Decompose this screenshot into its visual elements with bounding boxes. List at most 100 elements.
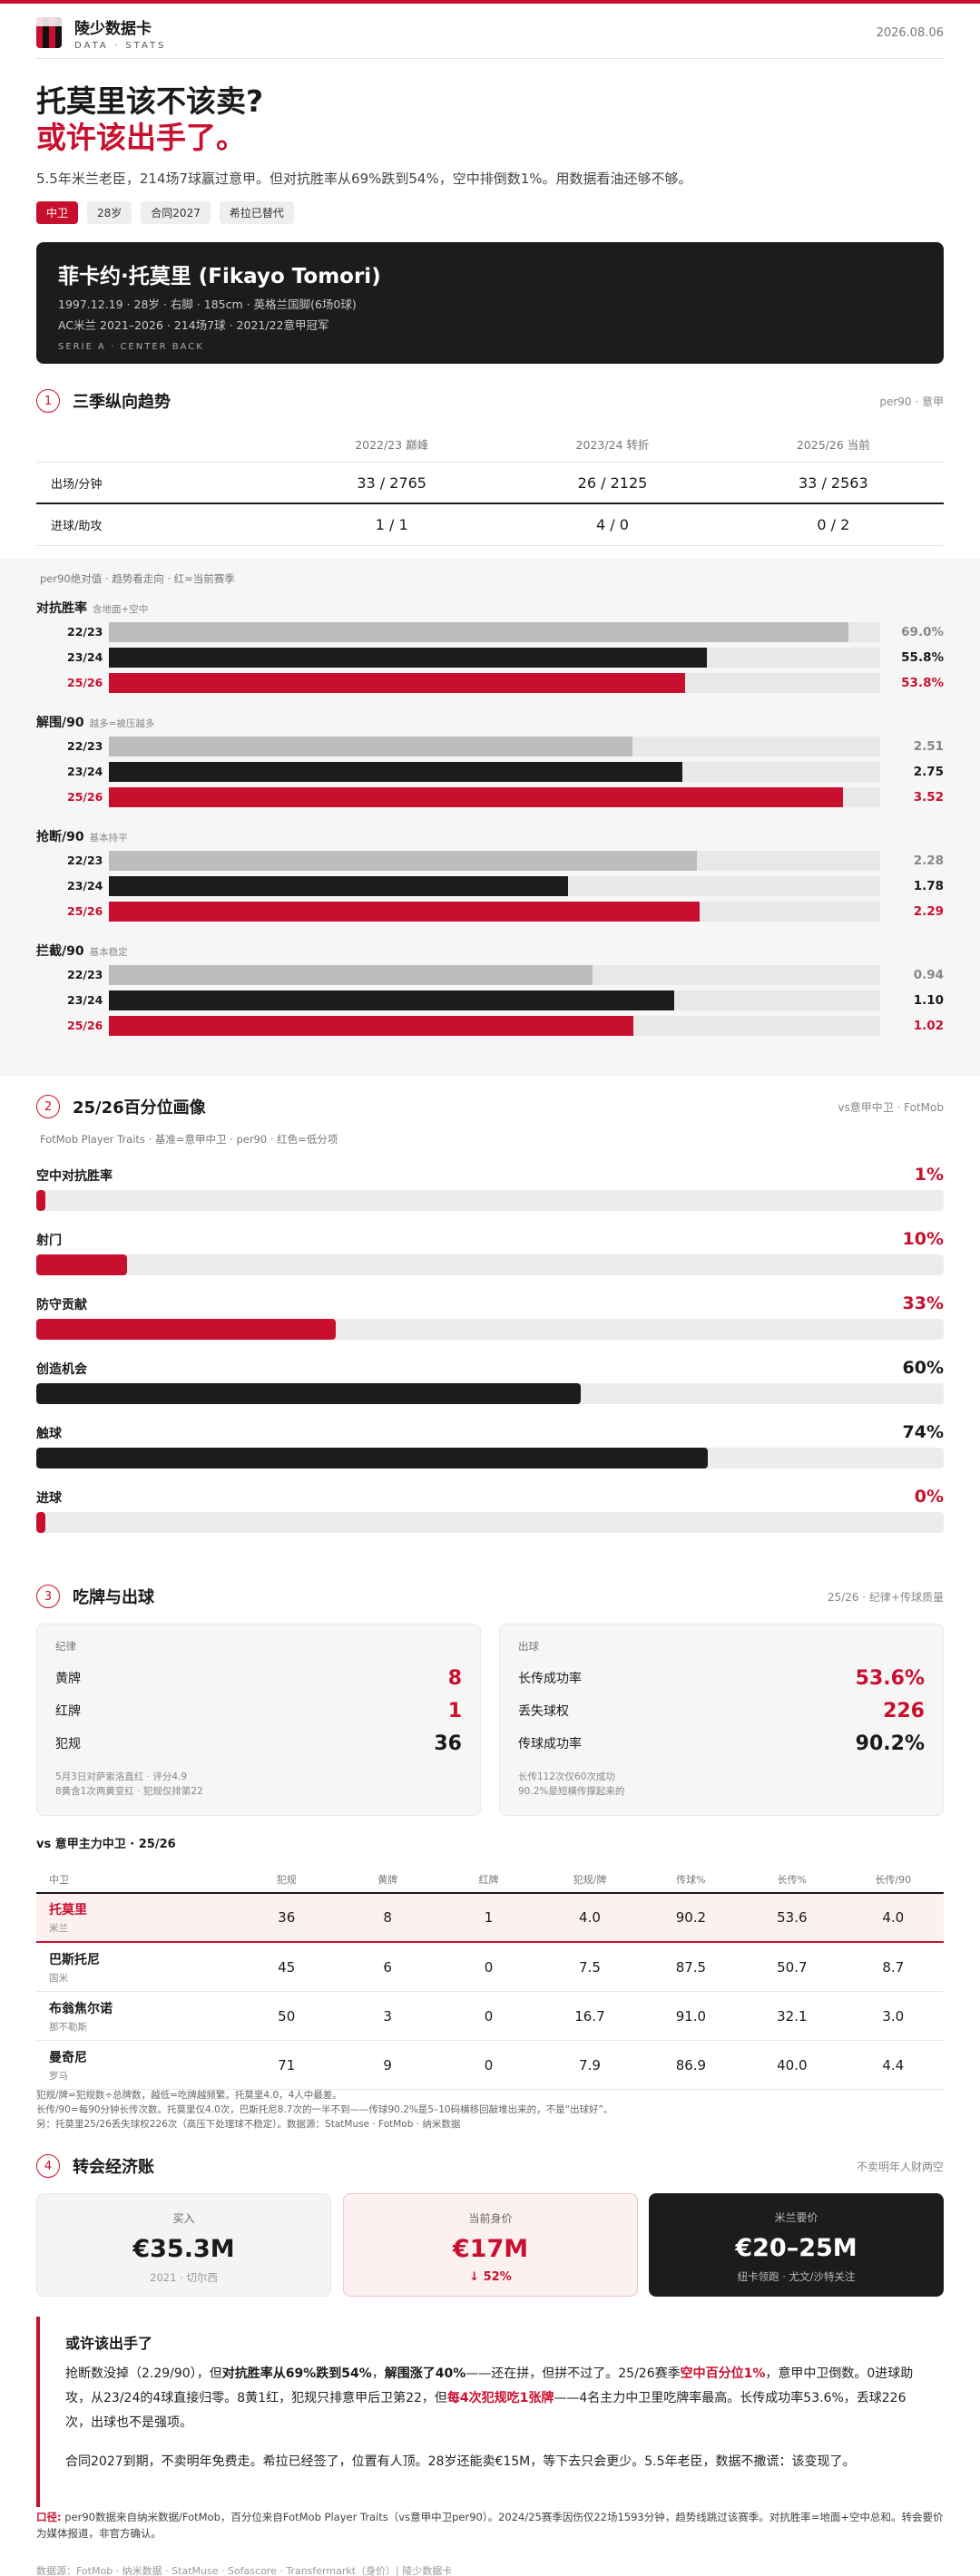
player-name: 菲卡约·托莫里 (Fikayo Tomori) bbox=[58, 265, 381, 288]
section-number: 4 bbox=[36, 2154, 60, 2178]
percentile-row: 创造机会 60% bbox=[36, 1358, 944, 1416]
player-league: SERIE A · CENTER BACK bbox=[58, 342, 204, 352]
bar-track bbox=[109, 762, 880, 782]
table-cell: 0 bbox=[484, 1958, 494, 1976]
table-row: 布翁焦尔诺 那不勒斯 50 3 0 16.7 91.0 32.1 3.0 bbox=[36, 1992, 944, 2041]
stat-value: 36 bbox=[434, 1732, 462, 1755]
section-meta: vs意甲中卫 · FotMob bbox=[838, 1100, 944, 1114]
text-run: ——还在拼，但拼不过了。25/26赛季 bbox=[466, 2366, 681, 2381]
table-cell: 33 / 2563 bbox=[799, 473, 868, 492]
percentile-fill bbox=[36, 1190, 45, 1211]
player-club: 国米 bbox=[49, 1972, 68, 1984]
table-row: 托莫里 米兰 36 8 1 4.0 90.2 53.6 4.0 bbox=[36, 1894, 944, 1943]
stat-value: 226 bbox=[883, 1699, 925, 1722]
box-note: 8黄含1次两黄变红 · 犯规仅排第22 bbox=[55, 1786, 203, 1797]
table-row: 进球/助攻 1 / 1 4 / 0 0 / 2 bbox=[36, 504, 944, 546]
page-title-accent: 或许该出手了。 bbox=[36, 120, 246, 155]
section-number: 1 bbox=[36, 389, 60, 413]
table-cell: 26 / 2125 bbox=[577, 473, 648, 492]
player-name: 曼奇尼 bbox=[49, 2050, 87, 2065]
bar-value: 69.0% bbox=[901, 625, 944, 639]
box-title: 出球 bbox=[518, 1640, 539, 1653]
table-header-cell: 2025/26 当前 bbox=[796, 438, 870, 452]
percentile-label: 进球 bbox=[36, 1491, 62, 1506]
metric-title-text: 解围/90 bbox=[36, 716, 84, 730]
bar-fill bbox=[109, 851, 698, 871]
section-meta: 不卖明年人财两空 bbox=[856, 2160, 944, 2173]
card-value: €17M bbox=[452, 2235, 529, 2263]
percentile-track bbox=[36, 1190, 944, 1211]
percentile-row: 空中对抗胜率 1% bbox=[36, 1165, 944, 1223]
bar-fill bbox=[109, 902, 700, 922]
table-cell: 4 / 0 bbox=[596, 516, 629, 533]
bar-row: 25/26 1.02 bbox=[36, 1016, 944, 1036]
table-header-cell: 红牌 bbox=[478, 1874, 499, 1886]
bar-season-label: 23/24 bbox=[67, 993, 103, 1007]
bar-row: 25/26 53.8% bbox=[36, 673, 944, 693]
table-cell: 4.4 bbox=[882, 2056, 905, 2073]
bar-row: 23/24 2.75 bbox=[36, 762, 944, 782]
bar-track bbox=[109, 673, 880, 693]
section-meta: per90 · 意甲 bbox=[879, 395, 944, 408]
bar-season-label: 25/26 bbox=[67, 904, 103, 918]
section-title: 转会经济账 bbox=[73, 2158, 154, 2177]
player-club: 米兰 bbox=[49, 1923, 68, 1934]
lead-text: 5.5年米兰老臣，214场7球赢过意甲。但对抗胜率从69%跌到54%，空中排倒数… bbox=[36, 171, 692, 187]
table-row: 出场/分钟 33 / 2765 26 / 2125 33 / 2563 bbox=[36, 463, 944, 504]
bar-row: 23/24 1.78 bbox=[36, 876, 944, 896]
bar-value: 2.51 bbox=[913, 739, 944, 754]
top-accent-line bbox=[0, 0, 980, 4]
bar-track bbox=[109, 787, 880, 807]
table-header-row: 2022/23 巅峰 2023/24 转折 2025/26 当前 bbox=[36, 426, 944, 463]
note-line: 长传/90=每90分钟长传次数。托莫里仅4.0次，巴斯托尼8.7次的一半不到——… bbox=[36, 2104, 613, 2115]
bar-season-label: 23/24 bbox=[67, 650, 103, 664]
highlight-text: 对抗胜率从69%跌到54% bbox=[221, 2366, 372, 2381]
bar-row: 22/23 69.0% bbox=[36, 622, 944, 642]
player-career: AC米兰 2021–2026 · 214场7球 · 2021/22意甲冠军 bbox=[58, 318, 329, 332]
percentile-label: 空中对抗胜率 bbox=[36, 1169, 113, 1184]
metric-title: 抢断/90 基本持平 bbox=[36, 827, 128, 845]
percentile-value: 10% bbox=[902, 1229, 944, 1249]
brand-title: 陵少数据卡 bbox=[74, 19, 152, 38]
bar-row: 23/24 1.10 bbox=[36, 990, 944, 1010]
percentile-track bbox=[36, 1512, 944, 1533]
bar-fill bbox=[109, 762, 682, 782]
percentile-note: FotMob Player Traits · 基准=意甲中卫 · per90 ·… bbox=[40, 1133, 338, 1146]
bar-track bbox=[109, 990, 880, 1010]
table-cell-label: 进球/助攻 bbox=[51, 520, 103, 533]
stat-label: 黄牌 bbox=[55, 1672, 81, 1686]
asking-price-card: 米兰要价 €20–25M 纽卡领跑 · 尤文/沙特关注 bbox=[649, 2193, 944, 2297]
footer-methodology: 口径: per90数据来自纳米数据/FotMob，百分位来自FotMob Pla… bbox=[36, 2509, 944, 2542]
footer-text: per90数据来自纳米数据/FotMob，百分位来自FotMob Player … bbox=[36, 2511, 944, 2540]
box-note: 长传112次仅60次成功 bbox=[518, 1771, 615, 1782]
trend-note: per90绝对值 · 趋势看走向 · 红=当前赛季 bbox=[40, 572, 235, 585]
table-header-cell: 传球% bbox=[676, 1874, 706, 1886]
percentile-label: 创造机会 bbox=[36, 1362, 87, 1377]
bar-value: 1.78 bbox=[913, 879, 944, 893]
buy-price-card: 买入 €35.3M 2021 · 切尔西 bbox=[36, 2193, 331, 2297]
trend-table: 2022/23 巅峰 2023/24 转折 2025/26 当前 出场/分钟 3… bbox=[36, 426, 944, 546]
table-cell: 9 bbox=[383, 2056, 392, 2073]
table-cell: 1 bbox=[484, 1909, 494, 1926]
player-club: 那不勒斯 bbox=[49, 2021, 87, 2033]
bar-row: 23/24 55.8% bbox=[36, 648, 944, 668]
table-cell: 32.1 bbox=[777, 2007, 808, 2025]
card-sub: 2021 · 切尔西 bbox=[150, 2271, 218, 2284]
bar-season-label: 22/23 bbox=[67, 854, 103, 867]
section-meta: 25/26 · 纪律+传球质量 bbox=[827, 1590, 944, 1604]
bar-row: 25/26 3.52 bbox=[36, 787, 944, 807]
comparison-title: vs 意甲主力中卫 · 25/26 bbox=[36, 1838, 176, 1851]
bar-track bbox=[109, 851, 880, 871]
bar-value: 2.28 bbox=[913, 854, 944, 868]
bar-track bbox=[109, 737, 880, 756]
stat-value: 1 bbox=[447, 1699, 462, 1722]
header: 陵少数据卡 DATA · STATS 2026.08.06 bbox=[36, 13, 944, 53]
section-percentile-header: 2 25/26百分位画像 vs意甲中卫 · FotMob bbox=[36, 1092, 944, 1121]
section-number: 3 bbox=[36, 1585, 60, 1608]
conclusion-paragraph: 抢断数没掉（2.29/90），但对抗胜率从69%跌到54%，解围涨了40%——还… bbox=[65, 2362, 918, 2435]
metric-subtitle: 基本持平 bbox=[89, 833, 128, 844]
bar-value: 55.8% bbox=[901, 650, 944, 665]
stat-value: 90.2% bbox=[855, 1732, 925, 1755]
stat-row: 犯规 36 bbox=[55, 1730, 462, 1757]
player-name: 巴斯托尼 bbox=[49, 1952, 100, 1967]
